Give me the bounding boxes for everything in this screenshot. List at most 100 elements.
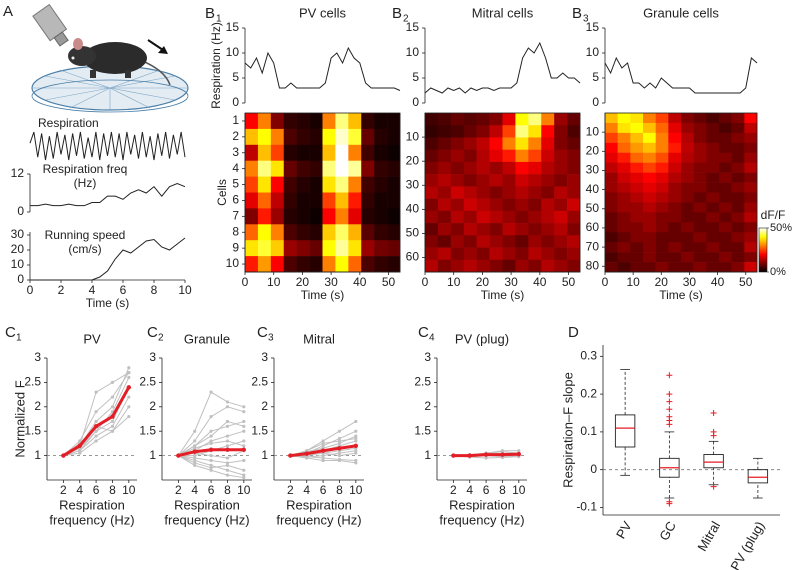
heatmap-cell (257, 240, 272, 257)
heatmap-cell (554, 198, 568, 212)
series-point (467, 453, 472, 458)
panel-letter: C (147, 324, 158, 341)
series-point (209, 390, 213, 394)
x-tick-label: Mitral (694, 519, 723, 554)
heatmap-cell (283, 144, 297, 161)
heatmap-cell (476, 247, 490, 261)
heatmap-cell (528, 174, 542, 187)
heatmap-cell (693, 172, 707, 183)
heatmap-cell (541, 223, 555, 236)
heatmap-cell (309, 240, 323, 257)
heatmap-cell (528, 149, 542, 163)
heatmap-cell (630, 202, 644, 213)
heatmap-cell (731, 192, 745, 203)
heatmap-cell (309, 113, 323, 130)
heatmap-cell (528, 198, 542, 212)
trace (30, 182, 186, 207)
heatmap-cell (554, 125, 568, 138)
series-point (209, 439, 213, 443)
heatmap-cell (681, 252, 694, 263)
heatmap-cell (693, 262, 707, 273)
heatmap-cell (706, 222, 720, 233)
heatmap-cell (643, 152, 656, 163)
heatmap-cell (322, 208, 336, 225)
heatmap-cell (425, 125, 439, 138)
outlier (666, 372, 673, 379)
y-tick-label: 1 (149, 448, 156, 462)
series-point (353, 443, 359, 449)
y-tick-label: 15 (226, 20, 240, 34)
x-tick-label: 20 (476, 275, 490, 289)
outlier (666, 500, 673, 507)
x-tick-label: 10 (626, 275, 640, 289)
trace-label: (cm/s) (68, 242, 101, 256)
heatmap-cell (617, 202, 631, 213)
heatmap-cell (567, 247, 581, 261)
heatmap-cell (630, 172, 644, 183)
heatmap-cell (437, 247, 452, 261)
y-tick-label: 50 (586, 201, 600, 215)
heatmap-cell (605, 202, 618, 213)
heatmap-cell (270, 160, 285, 177)
series-point (354, 451, 358, 455)
y-tick-label: 10 (226, 256, 240, 270)
series-point (321, 441, 325, 445)
heatmap-cell (731, 142, 745, 154)
heatmap-cell (387, 240, 401, 257)
heatmap-cell (744, 182, 758, 193)
heatmap-cell (541, 210, 555, 224)
series-point (354, 458, 358, 463)
y-tick-label: 1.5 (139, 423, 156, 437)
heatmap-cell (541, 137, 555, 150)
heatmap-cell (744, 212, 758, 223)
heatmap-cell (335, 128, 349, 146)
box (747, 469, 769, 484)
heatmap-cell (463, 186, 477, 199)
heatmap-cell (335, 224, 349, 241)
heatmap-cell (348, 160, 362, 177)
heatmap-cell (744, 242, 758, 253)
heatmap-cell (374, 224, 388, 241)
series-point (242, 439, 246, 443)
heatmap-cell (567, 174, 581, 187)
y-tick-label: 2.5 (24, 375, 41, 389)
heatmap-cell (463, 235, 477, 248)
heatmap-cell (567, 161, 581, 175)
trace (244, 46, 401, 91)
heatmap-cell (731, 122, 745, 134)
series-point (193, 446, 197, 450)
y-tick-label: 10 (586, 45, 600, 59)
heatmap-cell (335, 176, 349, 193)
heatmap-cell (361, 144, 375, 161)
heatmap-cell (322, 192, 336, 209)
heatmap-cell (630, 262, 644, 273)
heatmap-cell (257, 176, 272, 193)
heatmap-cell (245, 113, 259, 130)
x-tick-label: 50 (739, 275, 753, 289)
heatmap-cell (731, 242, 745, 253)
series-point (225, 424, 230, 428)
heatmap-cell (693, 252, 707, 263)
y-tick-label: 5 (412, 70, 419, 84)
outlier (666, 391, 673, 398)
heatmap-cell (693, 222, 707, 233)
heatmap-cell (361, 256, 375, 273)
heatmap-cell (348, 192, 362, 209)
heatmap-cell (425, 210, 439, 224)
x-tick-label: 4 (89, 283, 96, 297)
heatmap-cell (387, 176, 401, 193)
heatmap-cell (681, 222, 694, 233)
heatmap-cell (515, 137, 529, 150)
x-tick-label: 40 (533, 275, 547, 289)
heatmap-cell (489, 137, 503, 150)
heatmap-cell (425, 259, 439, 273)
heatmap-cell (693, 162, 707, 173)
x-axis-label: frequency (Hz) (49, 512, 134, 527)
series-point (110, 405, 115, 409)
heatmap-cell (655, 242, 669, 253)
trace-label: Running speed (45, 228, 126, 242)
heatmap-cell (270, 256, 285, 273)
heatmap-cell (476, 198, 490, 212)
heatmap-cell (605, 172, 618, 183)
series-point (193, 458, 197, 463)
